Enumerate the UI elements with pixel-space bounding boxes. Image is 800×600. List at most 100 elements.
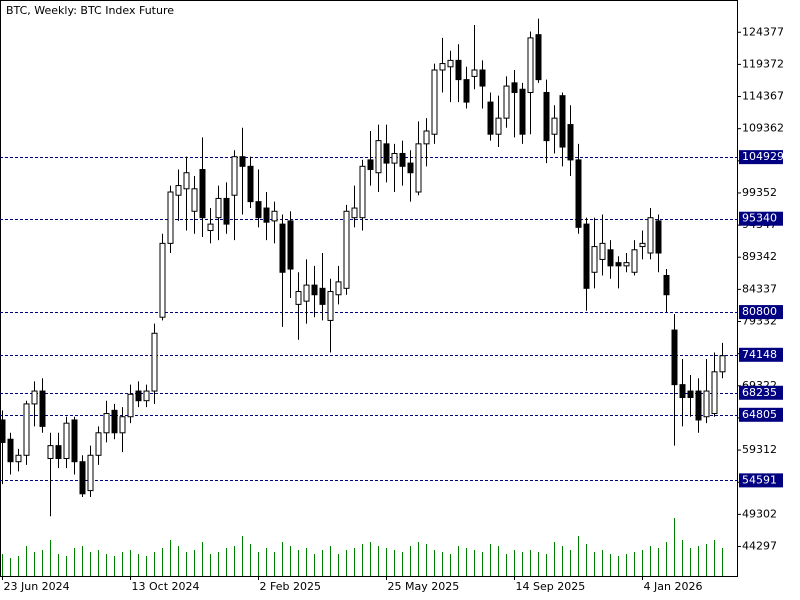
candle-body — [375, 140, 382, 174]
candle-body — [567, 124, 574, 161]
candle-body — [311, 284, 318, 296]
candle-body — [319, 287, 326, 305]
candle-body — [191, 188, 198, 212]
candle-body — [519, 88, 526, 135]
level-label-box — [739, 407, 783, 422]
x-tick-label: 2 Feb 2025 — [260, 580, 321, 593]
candle-body — [207, 223, 214, 232]
y-tick-label: 49302 — [742, 507, 777, 520]
level-label-box — [739, 211, 783, 226]
y-tick-label: 124377 — [742, 25, 784, 38]
candle-body — [327, 291, 334, 321]
candle-body — [575, 159, 582, 228]
candle-body — [119, 416, 126, 434]
candle-body — [175, 185, 182, 196]
candle-body — [583, 223, 590, 289]
x-tick-label: 4 Jan 2026 — [644, 580, 703, 593]
candle-body — [23, 403, 30, 456]
candle-body — [31, 390, 38, 405]
y-tick-label: 99352 — [742, 186, 777, 199]
candle-body — [439, 63, 446, 71]
y-tick-label: 89342 — [742, 250, 777, 263]
candle-body — [295, 291, 302, 305]
candle-body — [415, 143, 422, 193]
candle-body — [455, 59, 462, 81]
candle-body — [159, 242, 166, 318]
level-label-box — [739, 347, 783, 362]
level-label-box — [739, 150, 783, 165]
y-tick-label: 119372 — [742, 57, 784, 70]
candle-body — [0, 419, 6, 443]
candle-body — [671, 329, 678, 386]
candle-body — [447, 59, 454, 68]
level-label: 80800 — [742, 305, 777, 318]
x-tick-label: 14 Sep 2025 — [516, 580, 586, 593]
level-label: 68235 — [742, 386, 777, 399]
candle-body — [287, 220, 294, 270]
candle-body — [591, 246, 598, 273]
candle-body — [255, 201, 262, 219]
level-label-box — [739, 305, 783, 320]
candle-body — [215, 197, 222, 219]
candle-body — [711, 371, 718, 415]
candle-body — [343, 210, 350, 289]
plot-frame — [0, 0, 738, 577]
candle-body — [487, 101, 494, 135]
candle-body — [367, 159, 374, 171]
candle-body — [151, 332, 158, 392]
candle-body — [391, 152, 398, 164]
candle-body — [87, 454, 94, 492]
candle-body — [527, 37, 534, 93]
candle-body — [535, 34, 542, 81]
candle-body — [511, 82, 518, 93]
candle-body — [639, 242, 646, 248]
candle-body — [423, 130, 430, 145]
candle-body — [495, 117, 502, 135]
chart-title: BTC, Weekly: BTC Index Future — [6, 4, 174, 17]
candle-body — [655, 220, 662, 254]
candle-body — [247, 165, 254, 203]
candle-body — [271, 210, 278, 222]
candle-body — [359, 165, 366, 219]
x-tick-label: 23 Jun 2024 — [4, 580, 70, 593]
candle-body — [399, 152, 406, 167]
candle-body — [7, 438, 14, 463]
candle-body — [407, 162, 414, 174]
candle-body — [183, 172, 190, 190]
candle-body — [127, 393, 134, 418]
candle-body — [239, 156, 246, 167]
y-tick-label: 114367 — [742, 90, 784, 103]
candle-body — [135, 390, 142, 402]
y-tick-label: 109362 — [742, 122, 784, 135]
candle-body — [679, 384, 686, 398]
candle-body — [335, 281, 342, 296]
candle-body — [231, 156, 238, 196]
level-label: 95340 — [742, 212, 777, 225]
candle-body — [15, 454, 22, 463]
candle-body — [631, 249, 638, 273]
candle-body — [143, 390, 150, 402]
candle-body — [111, 409, 118, 434]
candle-body — [703, 390, 710, 418]
candle-body — [103, 413, 110, 434]
x-tick-label: 25 May 2025 — [388, 580, 460, 593]
candle-body — [39, 390, 46, 427]
candle-body — [303, 284, 310, 302]
candle-body — [471, 69, 478, 77]
candle-body — [463, 79, 470, 103]
candle-body — [503, 85, 510, 119]
level-label: 64805 — [742, 408, 777, 421]
candle-body — [599, 242, 606, 260]
candle-body — [607, 249, 614, 267]
level-label: 74148 — [742, 348, 777, 361]
x-tick-label: 13 Oct 2024 — [132, 580, 200, 593]
candle-body — [199, 169, 206, 219]
candle-body — [63, 422, 70, 459]
candle-body — [55, 445, 62, 459]
level-label-box — [739, 385, 783, 400]
y-tick-label: 84337 — [742, 282, 777, 295]
candle-body — [543, 91, 550, 142]
candle-body — [647, 217, 654, 254]
candle-body — [719, 355, 726, 373]
